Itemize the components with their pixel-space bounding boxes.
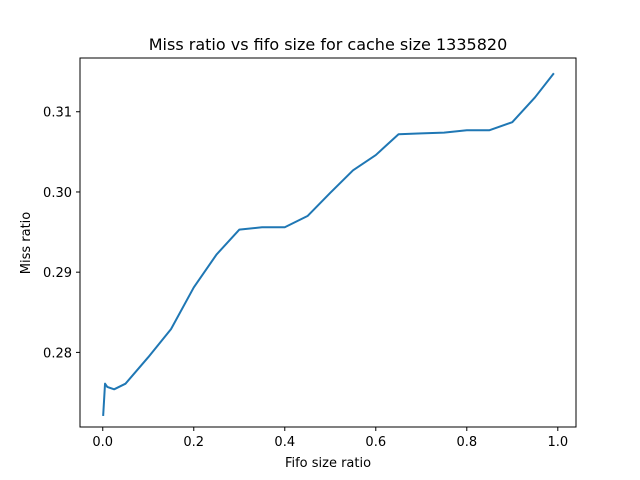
y-tick-label: 0.31 [43, 106, 72, 121]
x-tick-label: 0.0 [92, 435, 113, 450]
x-tick-label: 0.2 [183, 435, 204, 450]
y-tick-label: 0.28 [43, 346, 72, 361]
chart-title: Miss ratio vs fifo size for cache size 1… [149, 35, 508, 54]
x-tick-label: 1.0 [547, 435, 568, 450]
x-axis-label: Fifo size ratio [285, 456, 371, 471]
y-axis: 0.28 0.29 0.30 0.31 [43, 106, 80, 361]
miss-ratio-line [102, 72, 555, 417]
y-tick-label: 0.29 [43, 266, 72, 281]
y-axis-label: Miss ratio [19, 212, 34, 275]
y-tick-label: 0.30 [43, 186, 72, 201]
axes-frame [79, 57, 577, 428]
x-tick-label: 0.6 [365, 435, 386, 450]
x-axis: 0.0 0.2 0.4 0.6 0.8 1.0 [92, 427, 568, 450]
x-tick-label: 0.8 [456, 435, 477, 450]
x-tick-label: 0.4 [274, 435, 295, 450]
